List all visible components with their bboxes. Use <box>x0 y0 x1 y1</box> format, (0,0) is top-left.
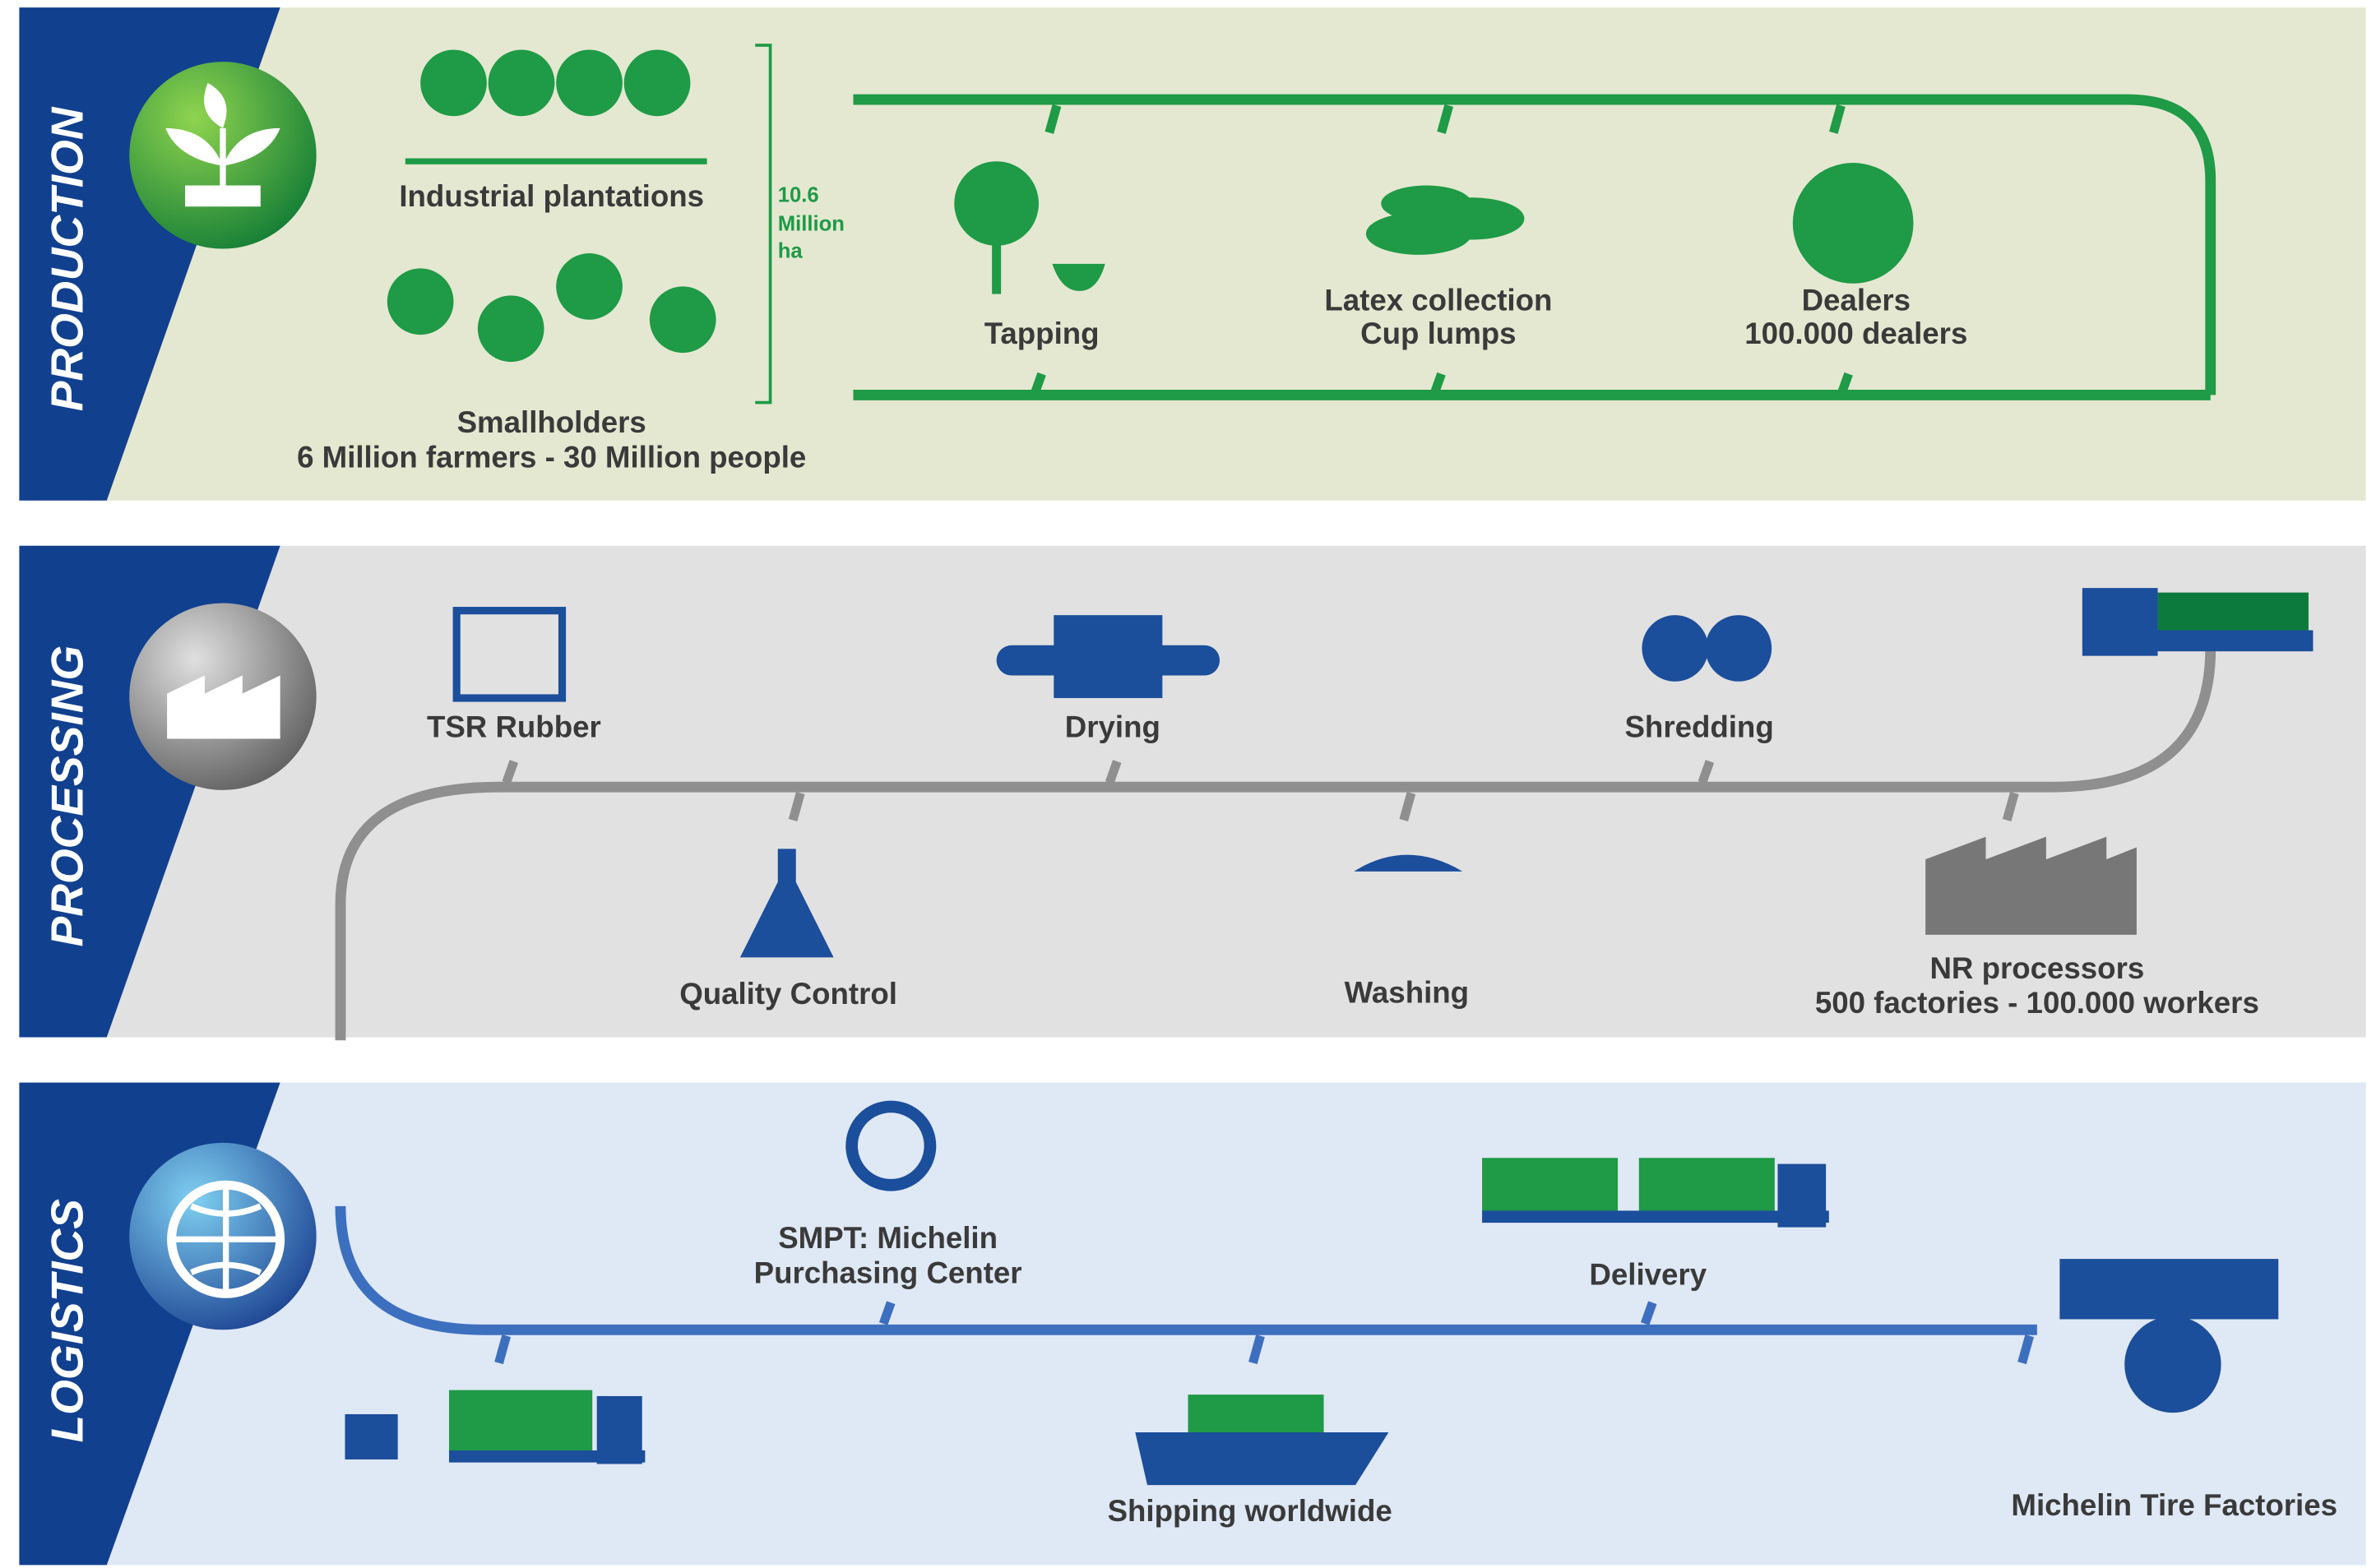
production-band <box>19 7 2365 501</box>
icon <box>1925 837 2137 935</box>
node-label: Smallholders <box>457 405 646 439</box>
area-label: 10.6 <box>778 184 819 207</box>
node-label: 500 factories - 100.000 workers <box>1815 986 2259 1020</box>
node-label: Quality Control <box>679 977 897 1011</box>
node-label: Latex collection <box>1324 284 1552 317</box>
section-title: PROCESSING <box>41 645 92 947</box>
node-label: Industrial plantations <box>399 179 704 213</box>
node-label: Tapping <box>984 317 1100 350</box>
section-title: LOGISTICS <box>41 1199 92 1443</box>
node-label: Delivery <box>1589 1257 1707 1291</box>
node-label: Shredding <box>1624 710 1773 744</box>
node-label: Cup lumps <box>1360 317 1516 350</box>
node-label: Shipping worldwide <box>1108 1494 1392 1528</box>
node-label: 100.000 dealers <box>1744 317 1967 350</box>
supply-chain-diagram: PRODUCTION PROCESSING LOGISTICS <box>0 0 2367 1568</box>
node-label: Washing <box>1345 975 1469 1009</box>
area-label: Million <box>778 213 845 236</box>
node-label: NR processors <box>1929 951 2144 985</box>
page: PRODUCTION PROCESSING LOGISTICS <box>0 0 2367 1568</box>
node-label: TSR Rubber <box>427 710 601 744</box>
node-label: Drying <box>1065 710 1160 744</box>
area-label: ha <box>778 240 804 263</box>
node-label: SMPT: Michelin <box>778 1221 998 1255</box>
node-label: Michelin Tire Factories <box>2011 1488 2337 1522</box>
section-title: PRODUCTION <box>41 106 92 411</box>
node-label: Purchasing Center <box>754 1256 1022 1289</box>
node-label: Dealers <box>1802 284 1911 317</box>
node-label: 6 Million farmers - 30 Million people <box>297 440 806 474</box>
